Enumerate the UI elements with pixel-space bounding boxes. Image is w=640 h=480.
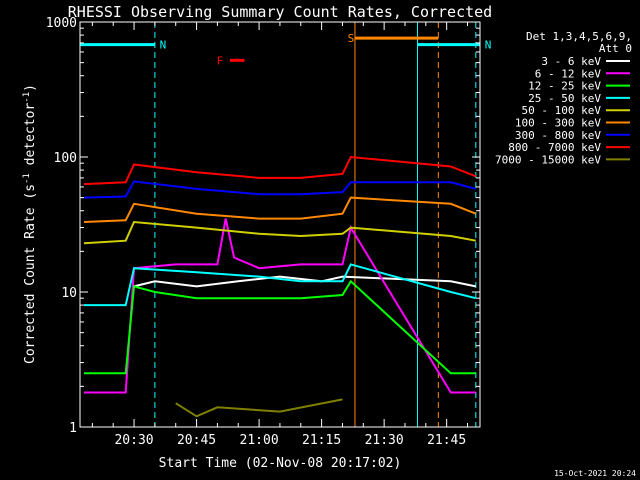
series-line: [175, 398, 343, 418]
flag-label: S: [348, 32, 355, 45]
x-tick-label: 21:45: [427, 433, 466, 448]
legend-label: 50 - 100 keV: [522, 104, 602, 117]
chart-title: RHESSI Observing Summary Count Rates, Co…: [68, 3, 492, 21]
legend-header: Det 1,3,4,5,6,9,: [526, 30, 632, 43]
y-tick-label: 1000: [46, 16, 77, 31]
legend-label: 100 - 300 keV: [515, 117, 601, 130]
legend-label: 25 - 50 keV: [528, 92, 601, 105]
y-label-part: Corrected Count Rate (s: [23, 184, 38, 364]
flag-label: N: [485, 39, 492, 52]
series-line: [84, 279, 476, 375]
y-label-exponent: -1: [22, 173, 32, 184]
legend-label: 3 - 6 keV: [541, 55, 601, 68]
legend-label: 800 - 7000 keV: [508, 141, 601, 154]
legend-label: 12 - 25 keV: [528, 80, 601, 93]
flag-label: F: [217, 54, 224, 67]
legend-header: Att 0: [599, 42, 632, 55]
y-tick-label: 100: [54, 151, 77, 166]
x-axis-label: Start Time (02-Nov-08 20:17:02): [159, 456, 402, 471]
legend-label: 300 - 800 keV: [515, 129, 601, 142]
y-label-part: ): [23, 84, 38, 92]
x-tick-label: 21:30: [365, 433, 404, 448]
series-line: [83, 180, 477, 199]
y-axis-label: Corrected Count Rate (s-1 detector-1): [22, 84, 38, 364]
series-line: [83, 196, 477, 223]
y-label-exponent: -1: [22, 92, 32, 103]
flag-label: N: [160, 39, 167, 52]
legend-label: 7000 - 15000 keV: [495, 153, 601, 166]
legend-label: 6 - 12 keV: [535, 67, 602, 80]
timestamp: 15-Oct-2021 20:24: [554, 469, 636, 478]
x-tick-label: 20:45: [177, 433, 216, 448]
x-tick-label: 21:15: [302, 433, 341, 448]
series-line: [83, 155, 477, 186]
series-line: [83, 220, 476, 245]
series-line: [133, 275, 476, 288]
x-tick-label: 21:00: [240, 433, 279, 448]
series-line: [84, 263, 477, 307]
y-tick-label: 1: [69, 421, 77, 436]
y-tick-label: 10: [61, 286, 77, 301]
x-tick-label: 20:30: [114, 433, 153, 448]
y-label-part: detector: [23, 103, 38, 174]
